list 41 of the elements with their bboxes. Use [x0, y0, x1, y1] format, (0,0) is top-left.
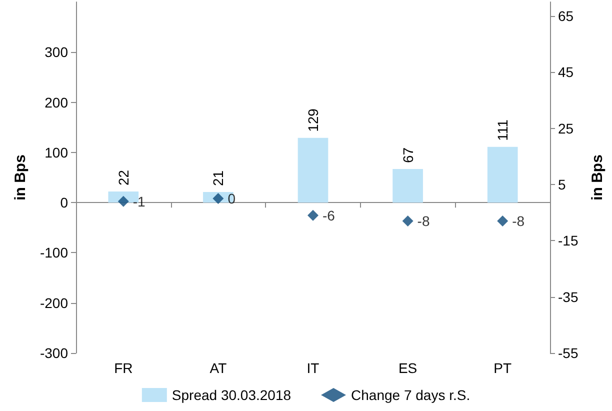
- data-label: 0: [228, 190, 236, 207]
- y2-tick-label: 45: [558, 64, 574, 80]
- y2-tick-label: -15: [558, 232, 578, 249]
- data-label: 22: [115, 170, 132, 186]
- bar: [298, 138, 328, 203]
- y-tick-label: -100: [40, 244, 68, 261]
- x-tick-label: IT: [306, 360, 320, 376]
- x-tick-label: PT: [494, 360, 512, 376]
- y-tick-label: 0: [60, 194, 68, 211]
- point: [497, 216, 508, 227]
- data-label: 129: [305, 108, 321, 132]
- legend-label: Spread 30.03.2018: [172, 387, 292, 403]
- y-tick-label: 300: [44, 44, 68, 60]
- y-tick-label: 200: [44, 94, 68, 110]
- bar: [487, 146, 518, 203]
- data-label: -8: [417, 213, 430, 230]
- x-tick-label: FR: [114, 360, 133, 376]
- y2-tick-label: -55: [558, 345, 578, 361]
- y-tick-label: -200: [40, 294, 68, 311]
- y-axis-title: in Bps: [12, 154, 29, 200]
- data-label: 111: [494, 119, 511, 141]
- y2-tick-label: 5: [558, 176, 566, 193]
- data-label: -8: [512, 213, 525, 230]
- point: [402, 216, 414, 227]
- data-label: -1: [132, 193, 146, 210]
- y2-axis-title: in Bps: [589, 154, 606, 200]
- y-tick-label: 100: [44, 144, 68, 160]
- y2-tick-label: 65: [558, 8, 574, 24]
- data-label: 67: [400, 147, 416, 163]
- point: [212, 193, 224, 204]
- point: [118, 196, 129, 207]
- legend-label: Change 7 days r.S.: [351, 387, 470, 403]
- bar: [392, 168, 423, 203]
- x-tick-label: ES: [398, 360, 418, 376]
- point: [308, 210, 318, 221]
- data-label: -6: [322, 207, 336, 224]
- x-tick-label: AT: [210, 360, 228, 376]
- y2-tick-label: -35: [558, 288, 578, 305]
- y-tick-label: -300: [40, 345, 68, 361]
- data-label: 21: [210, 170, 226, 186]
- y2-tick-label: 25: [558, 120, 574, 136]
